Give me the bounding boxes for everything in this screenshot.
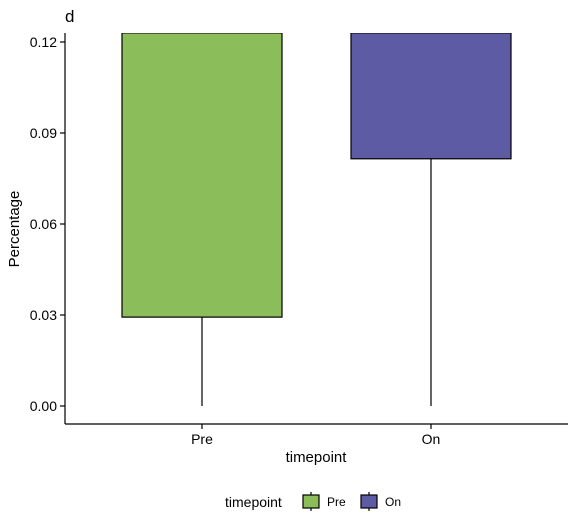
y-tick-label: 0.06 [30,216,57,232]
x-axis-title: timepoint [286,449,348,466]
y-tick-label: 0.12 [30,34,57,50]
panel-tag: d [65,7,74,26]
legend-label: On [385,495,401,509]
box-pre [121,33,283,406]
y-tick-label: 0.00 [30,398,57,414]
legend-title: timepoint [225,494,282,510]
plot-area [121,33,512,406]
legend-key-swatch [302,494,320,509]
box-on [350,33,512,406]
box-rect [350,33,512,160]
legend-item-on: On [360,492,401,511]
legend: timepoint Pre On [225,492,401,511]
legend-label: Pre [327,495,346,509]
x-tick-label-on: On [422,431,441,447]
y-axis-title: Percentage [6,191,23,268]
legend-item-pre: Pre [302,492,346,511]
y-tick-label: 0.03 [30,307,57,323]
box-rect [121,33,283,318]
y-tick-label: 0.09 [30,125,57,141]
x-tick-label-pre: Pre [191,431,213,447]
y-ticks: 0.00 0.03 0.06 0.09 0.12 [30,34,65,414]
x-ticks: Pre On [191,424,440,447]
legend-items: Pre On [302,492,401,511]
legend-key-swatch [360,494,378,509]
